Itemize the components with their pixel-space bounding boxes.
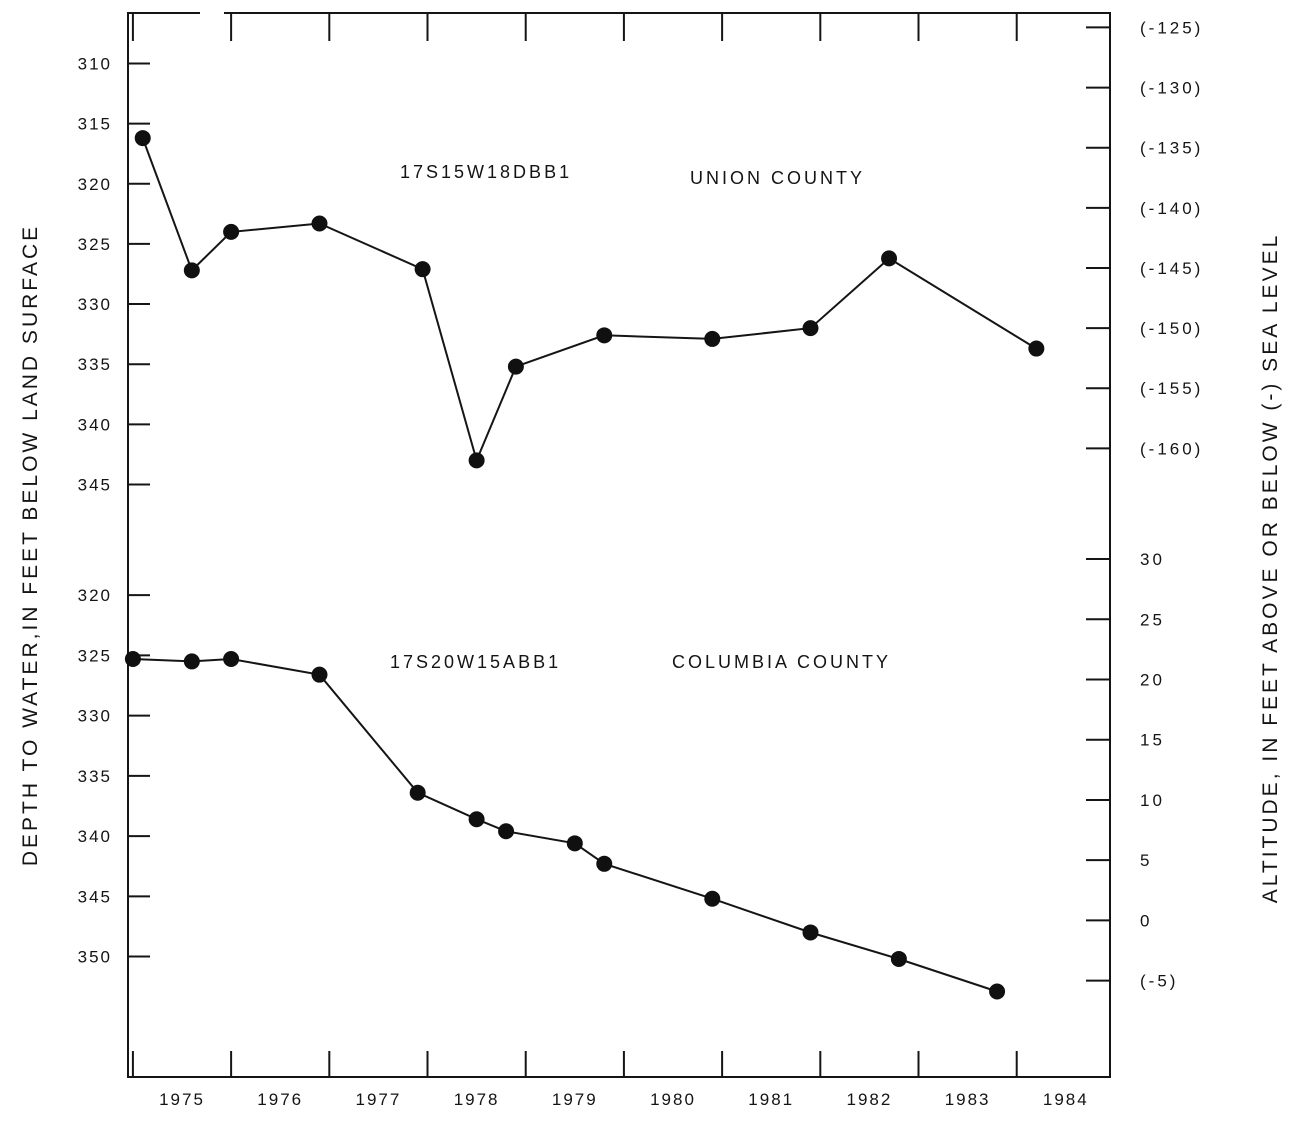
data-point [566, 835, 583, 852]
x-tick-label: 1981 [748, 1090, 794, 1109]
left-tick-label: 330 [78, 707, 112, 726]
x-tick-label: 1983 [945, 1090, 991, 1109]
right-tick-label: 25 [1140, 610, 1165, 629]
data-point [311, 215, 328, 232]
right-tick-label: (-140) [1140, 199, 1203, 218]
x-tick-label: 1984 [1043, 1090, 1089, 1109]
x-tick-label: 1975 [159, 1090, 205, 1109]
right-tick-label: (-125) [1140, 18, 1203, 37]
lower-county-label: COLUMBIA COUNTY [672, 652, 891, 672]
data-point [409, 784, 426, 801]
data-point [468, 811, 485, 828]
left-tick-label: 330 [78, 295, 112, 314]
right-tick-label: 10 [1140, 791, 1165, 810]
data-point [802, 320, 819, 337]
data-point [468, 452, 485, 469]
lower-series-line [132, 657, 998, 993]
data-point [596, 855, 613, 872]
data-point [989, 983, 1006, 1000]
lower-panel: 320 325 330 335 340 345 350 30 25 20 15 10 5 0 (-5) 1… [78, 550, 1178, 1000]
left-tick-label: 325 [78, 235, 112, 254]
upper-series-points [134, 130, 1045, 469]
lower-series-points [124, 651, 1006, 1000]
data-point [311, 666, 328, 683]
x-tick-label: 1977 [355, 1090, 401, 1109]
data-point [890, 950, 907, 967]
upper-right-axis: (-125) (-130) (-135) (-140) (-145) (-150) (-15… [1086, 18, 1203, 458]
left-tick-label: 335 [78, 355, 112, 374]
upper-well-label: 17S15W18DBB1 [400, 162, 572, 182]
left-axis-title: DEPTH TO WATER,IN FEET BELOW LAND SURFAC… [19, 224, 42, 866]
data-point [183, 262, 200, 279]
data-point [802, 924, 819, 941]
x-axis: 1975 1976 1977 1978 1979 1980 1981 1982 1983 1984 [159, 1090, 1089, 1109]
right-tick-label: (-155) [1140, 379, 1203, 398]
data-point [498, 823, 515, 840]
right-tick-label: (-160) [1140, 439, 1203, 458]
right-tick-label: 0 [1140, 911, 1152, 930]
left-tick-label: 340 [78, 415, 112, 434]
upper-left-axis: 310 315 320 325 330 335 340 345 [78, 55, 150, 494]
right-tick-label: (-150) [1140, 319, 1203, 338]
right-tick-label: 30 [1140, 550, 1165, 569]
right-tick-label: (-145) [1140, 259, 1203, 278]
left-tick-label: 345 [78, 475, 112, 494]
right-tick-label: (-135) [1140, 139, 1203, 158]
right-tick-label: 15 [1140, 731, 1165, 750]
left-tick-label: 320 [78, 175, 112, 194]
left-tick-label: 310 [78, 55, 112, 74]
data-point [704, 890, 721, 907]
data-point [1028, 340, 1045, 357]
lower-well-label: 17S20W15ABB1 [390, 652, 561, 672]
data-point [414, 261, 431, 278]
right-tick-label: (-5) [1140, 972, 1178, 991]
lower-right-axis: 30 25 20 15 10 5 0 (-5) [1086, 550, 1178, 991]
left-tick-label: 350 [78, 948, 112, 967]
left-tick-label: 325 [78, 646, 112, 665]
x-tick-label: 1976 [257, 1090, 303, 1109]
right-tick-label: (-130) [1140, 79, 1203, 98]
right-tick-label: 5 [1140, 851, 1152, 870]
left-tick-label: 345 [78, 887, 112, 906]
right-axis-title: ALTITUDE, IN FEET ABOVE OR BELOW (-) SEA… [1259, 233, 1282, 904]
left-tick-label: 340 [78, 827, 112, 846]
data-point [134, 130, 151, 147]
x-tick-label: 1982 [846, 1090, 892, 1109]
data-point [223, 223, 240, 240]
data-point [881, 250, 898, 267]
right-tick-label: 20 [1140, 671, 1165, 690]
plot-frame [127, 12, 1111, 1078]
data-point [507, 358, 524, 375]
x-tick-label: 1979 [552, 1090, 598, 1109]
data-point [124, 651, 141, 668]
upper-county-label: UNION COUNTY [690, 168, 865, 188]
data-point [596, 327, 613, 344]
data-point [183, 653, 200, 670]
frame-ticks [131, 13, 1018, 1077]
data-point [223, 651, 240, 668]
lower-left-axis: 320 325 330 335 340 345 350 [78, 586, 150, 967]
x-tick-label: 1978 [454, 1090, 500, 1109]
upper-series-line [141, 137, 1037, 464]
x-tick-label: 1980 [650, 1090, 696, 1109]
data-point [704, 330, 721, 347]
left-tick-label: 335 [78, 767, 112, 786]
left-tick-label: 315 [78, 115, 112, 134]
left-tick-label: 320 [78, 586, 112, 605]
